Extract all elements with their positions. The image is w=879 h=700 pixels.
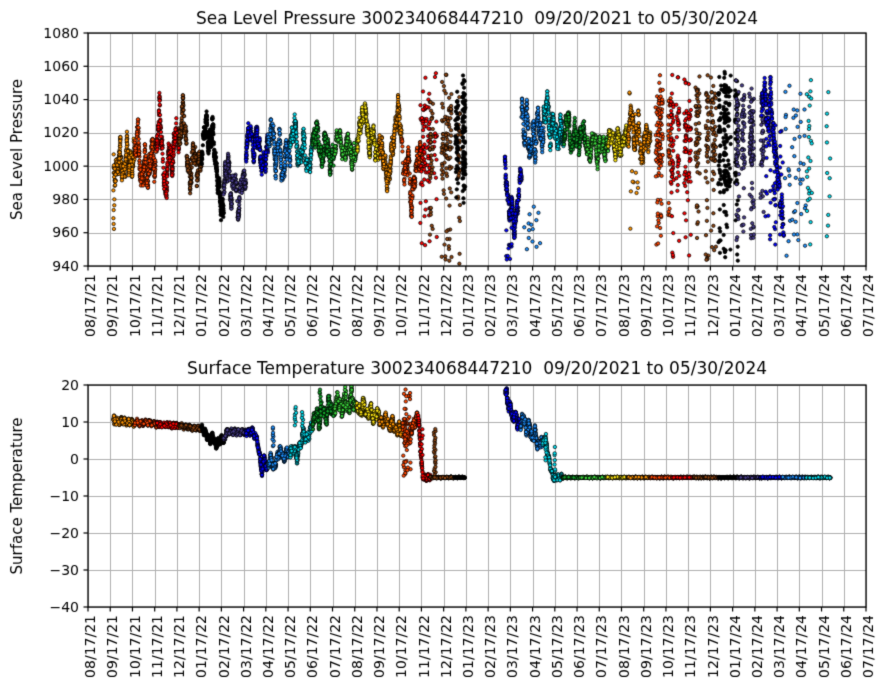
surface-temperature-chart bbox=[0, 350, 879, 700]
sea-level-pressure-chart bbox=[0, 0, 879, 350]
